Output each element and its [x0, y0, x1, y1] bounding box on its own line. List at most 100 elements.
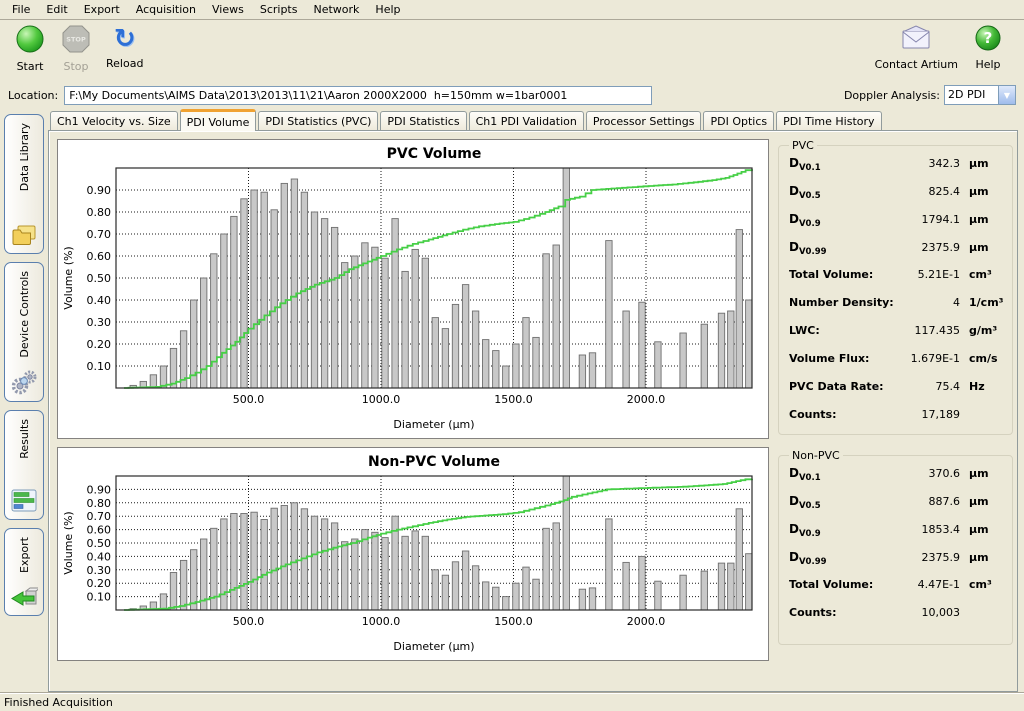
chevron-down-icon[interactable]: ▼: [998, 86, 1015, 104]
svg-text:0.90: 0.90: [87, 184, 112, 197]
non-pvc-groupbox-title: Non-PVC: [789, 449, 843, 462]
svg-text:?: ?: [984, 29, 993, 47]
svg-text:500.0: 500.0: [233, 393, 265, 406]
svg-text:Non-PVC Volume: Non-PVC Volume: [368, 454, 500, 470]
menu-export[interactable]: Export: [76, 1, 128, 18]
svg-text:0.20: 0.20: [87, 338, 112, 351]
menu-views[interactable]: Views: [204, 1, 252, 18]
location-input[interactable]: [64, 86, 652, 105]
menu-edit[interactable]: Edit: [38, 1, 75, 18]
doppler-analysis-value: 2D PDI: [945, 86, 998, 104]
sidebar-item-results[interactable]: Results: [4, 410, 44, 520]
menu-file[interactable]: File: [4, 1, 38, 18]
stat-row: DV0.91853.4µm: [789, 522, 1004, 550]
svg-text:0.70: 0.70: [87, 510, 112, 523]
menu-bar: File Edit Export Acquisition Views Scrip…: [0, 0, 1024, 20]
tab-processor-settings[interactable]: Processor Settings: [586, 111, 702, 130]
svg-text:Volume (%): Volume (%): [62, 511, 75, 574]
svg-text:0.10: 0.10: [87, 591, 112, 604]
svg-text:0.60: 0.60: [87, 250, 112, 263]
toolbar: Start STOP Stop ↻ Reload Contact Artium: [0, 20, 1024, 82]
menu-scripts[interactable]: Scripts: [252, 1, 306, 18]
svg-text:0.30: 0.30: [87, 316, 112, 329]
svg-text:1500.0: 1500.0: [494, 615, 533, 628]
menu-network[interactable]: Network: [305, 1, 367, 18]
folder-icon: [11, 223, 37, 247]
sidebar-item-export[interactable]: Export: [4, 528, 44, 616]
main-area: Data Library Device Controls Results: [0, 108, 1024, 692]
sidebar-item-label: Data Library: [18, 123, 31, 191]
svg-text:2000.0: 2000.0: [627, 393, 666, 406]
svg-text:0.40: 0.40: [87, 550, 112, 563]
svg-text:2000.0: 2000.0: [627, 615, 666, 628]
pvc-stat-rows: DV0.1342.3µmDV0.5825.4µmDV0.91794.1µmDV0…: [789, 156, 1004, 436]
stat-row: DV0.91794.1µm: [789, 212, 1004, 240]
svg-text:PVC Volume: PVC Volume: [387, 146, 482, 162]
sidebar-item-data-library[interactable]: Data Library: [4, 114, 44, 254]
doppler-analysis-label: Doppler Analysis:: [844, 89, 940, 102]
location-bar: Location: Doppler Analysis: 2D PDI ▼: [0, 82, 1024, 108]
stat-row: Counts:10,003: [789, 606, 1004, 634]
sidebar-item-label: Results: [18, 419, 31, 459]
svg-text:0.60: 0.60: [87, 524, 112, 537]
tab-strip: Ch1 Velocity vs. Size PDI Volume PDI Sta…: [48, 108, 1018, 130]
menu-help[interactable]: Help: [367, 1, 408, 18]
stop-button[interactable]: STOP Stop: [56, 23, 96, 74]
status-bar: Finished Acquisition: [0, 692, 1024, 711]
charts-column: 0.100.200.300.400.500.600.700.800.90500.…: [57, 139, 769, 685]
stat-row: PVC Data Rate:75.4Hz: [789, 380, 1004, 408]
contact-artium-label: Contact Artium: [875, 58, 958, 71]
tab-ch1-velocity-vs-size[interactable]: Ch1 Velocity vs. Size: [50, 111, 178, 130]
bar-chart-icon: [11, 489, 37, 513]
reload-button[interactable]: ↻ Reload: [102, 23, 147, 71]
sidebar: Data Library Device Controls Results: [0, 108, 48, 692]
non-pvc-stat-rows: DV0.1370.6µmDV0.5887.6µmDV0.91853.4µmDV0…: [789, 466, 1004, 634]
pdi-volume-page: 0.100.200.300.400.500.600.700.800.90500.…: [48, 130, 1018, 692]
pvc-volume-chart-panel: 0.100.200.300.400.500.600.700.800.90500.…: [57, 139, 769, 439]
stats-column: PVC DV0.1342.3µmDV0.5825.4µmDV0.91794.1µ…: [769, 139, 1013, 685]
stat-row: Number Density:41/cm³: [789, 296, 1004, 324]
tab-ch1-pdi-validation[interactable]: Ch1 PDI Validation: [469, 111, 584, 130]
reload-icon: ↻: [114, 24, 136, 54]
svg-text:0.40: 0.40: [87, 294, 112, 307]
svg-text:1000.0: 1000.0: [362, 615, 401, 628]
gear-icon: [11, 369, 37, 395]
envelope-icon: [901, 24, 931, 55]
svg-text:1000.0: 1000.0: [362, 393, 401, 406]
stat-row: LWC:117.435g/m³: [789, 324, 1004, 352]
stat-row: DV0.992375.9µm: [789, 240, 1004, 268]
start-button[interactable]: Start: [10, 23, 50, 74]
tab-pdi-statistics-pvc[interactable]: PDI Statistics (PVC): [258, 111, 378, 130]
tab-pdi-statistics[interactable]: PDI Statistics: [380, 111, 466, 130]
content-wrap: Ch1 Velocity vs. Size PDI Volume PDI Sta…: [48, 108, 1024, 692]
stat-row: Total Volume:5.21E-1cm³: [789, 268, 1004, 296]
pvc-groupbox-title: PVC: [789, 139, 817, 152]
pvc-groupbox: PVC DV0.1342.3µmDV0.5825.4µmDV0.91794.1µ…: [778, 139, 1013, 435]
svg-text:0.90: 0.90: [87, 483, 112, 496]
help-button[interactable]: ? Help: [968, 23, 1008, 72]
contact-artium-button[interactable]: Contact Artium: [871, 23, 962, 72]
svg-text:Volume (%): Volume (%): [62, 246, 75, 309]
svg-text:0.50: 0.50: [87, 537, 112, 550]
location-label: Location:: [8, 89, 58, 102]
svg-text:0.80: 0.80: [87, 497, 112, 510]
svg-text:Diameter (µm): Diameter (µm): [393, 640, 474, 653]
stat-row: Counts:17,189: [789, 408, 1004, 436]
svg-text:Diameter (µm): Diameter (µm): [393, 418, 474, 431]
sidebar-item-device-controls[interactable]: Device Controls: [4, 262, 44, 402]
non-pvc-volume-chart: 0.100.200.300.400.500.600.700.800.90500.…: [60, 450, 762, 656]
doppler-analysis-select[interactable]: 2D PDI ▼: [944, 85, 1016, 105]
menu-acquisition[interactable]: Acquisition: [128, 1, 204, 18]
stat-row: DV0.992375.9µm: [789, 550, 1004, 578]
stat-row: DV0.1342.3µm: [789, 156, 1004, 184]
tab-pdi-time-history[interactable]: PDI Time History: [776, 111, 881, 130]
start-icon: [15, 24, 45, 57]
svg-text:1500.0: 1500.0: [494, 393, 533, 406]
stop-label: Stop: [63, 60, 88, 73]
non-pvc-groupbox: Non-PVC DV0.1370.6µmDV0.5887.6µmDV0.9185…: [778, 449, 1013, 645]
tab-pdi-optics[interactable]: PDI Optics: [703, 111, 774, 130]
non-pvc-volume-chart-panel: 0.100.200.300.400.500.600.700.800.90500.…: [57, 447, 769, 661]
tab-pdi-volume[interactable]: PDI Volume: [180, 109, 257, 131]
stat-row: DV0.5825.4µm: [789, 184, 1004, 212]
svg-text:0.30: 0.30: [87, 564, 112, 577]
